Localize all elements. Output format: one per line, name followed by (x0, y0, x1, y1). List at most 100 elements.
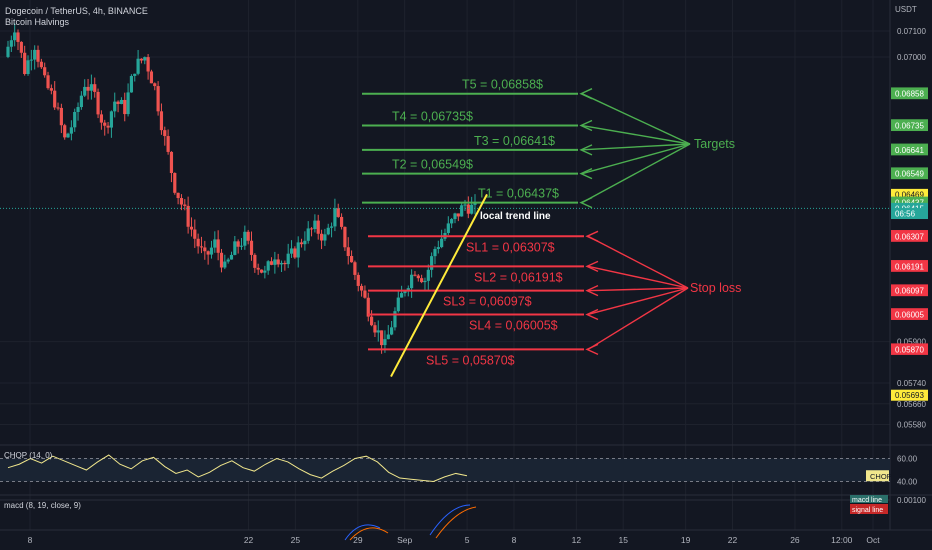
candle-body (276, 259, 280, 265)
candle-body (69, 127, 73, 134)
candle-body (273, 259, 277, 265)
candle-body (196, 238, 200, 247)
target-arrow-line (581, 143, 691, 204)
candle-body (173, 173, 177, 193)
candle-body (396, 297, 400, 312)
candle-body (223, 261, 227, 268)
price-tick-label: 0.05660 (897, 400, 926, 409)
candle-body (283, 262, 287, 265)
candle-body (209, 247, 214, 255)
price-badge (891, 389, 928, 401)
candle-body (29, 59, 33, 61)
candle-body (136, 58, 140, 74)
price-badge-label: 0.06097 (895, 287, 924, 296)
candle-body (343, 226, 347, 248)
candle-body (183, 204, 187, 206)
candle-body (440, 238, 444, 248)
candle-body (133, 73, 137, 76)
symbol-title[interactable]: Dogecoin / TetherUS, 4h, BINANCE (5, 6, 148, 16)
candle-body (56, 107, 60, 109)
candle-body (126, 92, 130, 115)
price-badge-label: 0.06549 (895, 170, 924, 179)
price-tick-label: 0.05580 (897, 420, 926, 429)
candle-body (463, 204, 467, 206)
stop-arrowhead (585, 285, 599, 297)
candle-body (249, 240, 254, 255)
target-arrow-line (581, 124, 691, 145)
candle-body (326, 227, 330, 235)
candle-body (146, 57, 150, 72)
price-badge-label: 0.06641 (895, 146, 924, 155)
target-label: T4 = 0,06735$ (392, 110, 473, 124)
candle-body (99, 114, 103, 123)
currency-label: USDT (895, 5, 917, 14)
candle-body (113, 101, 117, 112)
price-badge-label: 0.06858 (895, 90, 924, 99)
candle-body (369, 316, 374, 326)
candle-body (450, 219, 454, 224)
stop-arrow-line (587, 235, 689, 289)
candle-body (76, 107, 80, 112)
candle-body (33, 49, 37, 60)
stop-arrowhead (585, 260, 599, 272)
candle-body (426, 269, 430, 281)
time-tick-label: Sep (397, 535, 412, 545)
candle-body (470, 204, 474, 214)
macd-title[interactable]: macd (8, 19, close, 9) (4, 501, 81, 510)
stop-arrow-line (587, 287, 689, 351)
price-badge-label: 06:56 (895, 210, 916, 219)
target-label: T1 = 0,06437$ (478, 187, 559, 201)
signal-line-series (349, 527, 389, 541)
candle-body (410, 274, 414, 289)
signal-badge (850, 504, 888, 514)
target-arrowhead (579, 88, 593, 100)
candle-body (393, 311, 397, 328)
price-badge (891, 308, 928, 320)
price-tick-label: 0.05740 (897, 379, 926, 388)
candle-body (219, 252, 224, 268)
candle-body (239, 245, 244, 247)
time-tick-label: 8 (512, 535, 517, 545)
time-tick-label: 25 (291, 535, 301, 545)
time-tick-label: 5 (465, 535, 470, 545)
time-tick-label: 29 (353, 535, 363, 545)
candle-body (420, 278, 424, 283)
candle-body (39, 61, 43, 68)
candle-body (309, 228, 314, 230)
stop-arrow-line (587, 265, 689, 289)
price-badge (891, 285, 928, 297)
trend-line-label: local trend line (480, 211, 551, 222)
candle-body (79, 95, 83, 108)
trend-line (390, 193, 488, 378)
stop-label: SL2 = 0,06191$ (474, 270, 563, 284)
candle-body (430, 256, 434, 270)
candle-body (123, 99, 127, 115)
candle-body (446, 223, 450, 233)
candle-body (413, 274, 417, 276)
candle-body (143, 57, 147, 61)
candle-body (96, 91, 100, 115)
price-badge (891, 144, 928, 156)
price-badge-label: 0.05870 (895, 345, 924, 354)
price-badge-label: 0.06191 (895, 262, 924, 271)
candle-body (380, 330, 384, 346)
chop-title[interactable]: CHOP (14, 0) (4, 451, 53, 460)
target-arrowhead (579, 197, 593, 209)
candle-body (366, 297, 370, 317)
candle-body (423, 280, 427, 283)
price-badge-label: 0.06005 (895, 310, 924, 319)
indicator-title[interactable]: Bitcoin Halvings (5, 17, 70, 27)
candle-body (236, 241, 240, 247)
candle-body (359, 285, 364, 291)
time-tick-label: 19 (681, 535, 691, 545)
candle-body (103, 122, 107, 126)
candle-body (346, 247, 350, 257)
stop-arrow-line (587, 287, 689, 292)
candle-body (19, 41, 23, 53)
candle-body (436, 247, 440, 250)
candle-body (63, 125, 67, 138)
candle-body (26, 60, 30, 74)
candle-body (333, 208, 337, 227)
